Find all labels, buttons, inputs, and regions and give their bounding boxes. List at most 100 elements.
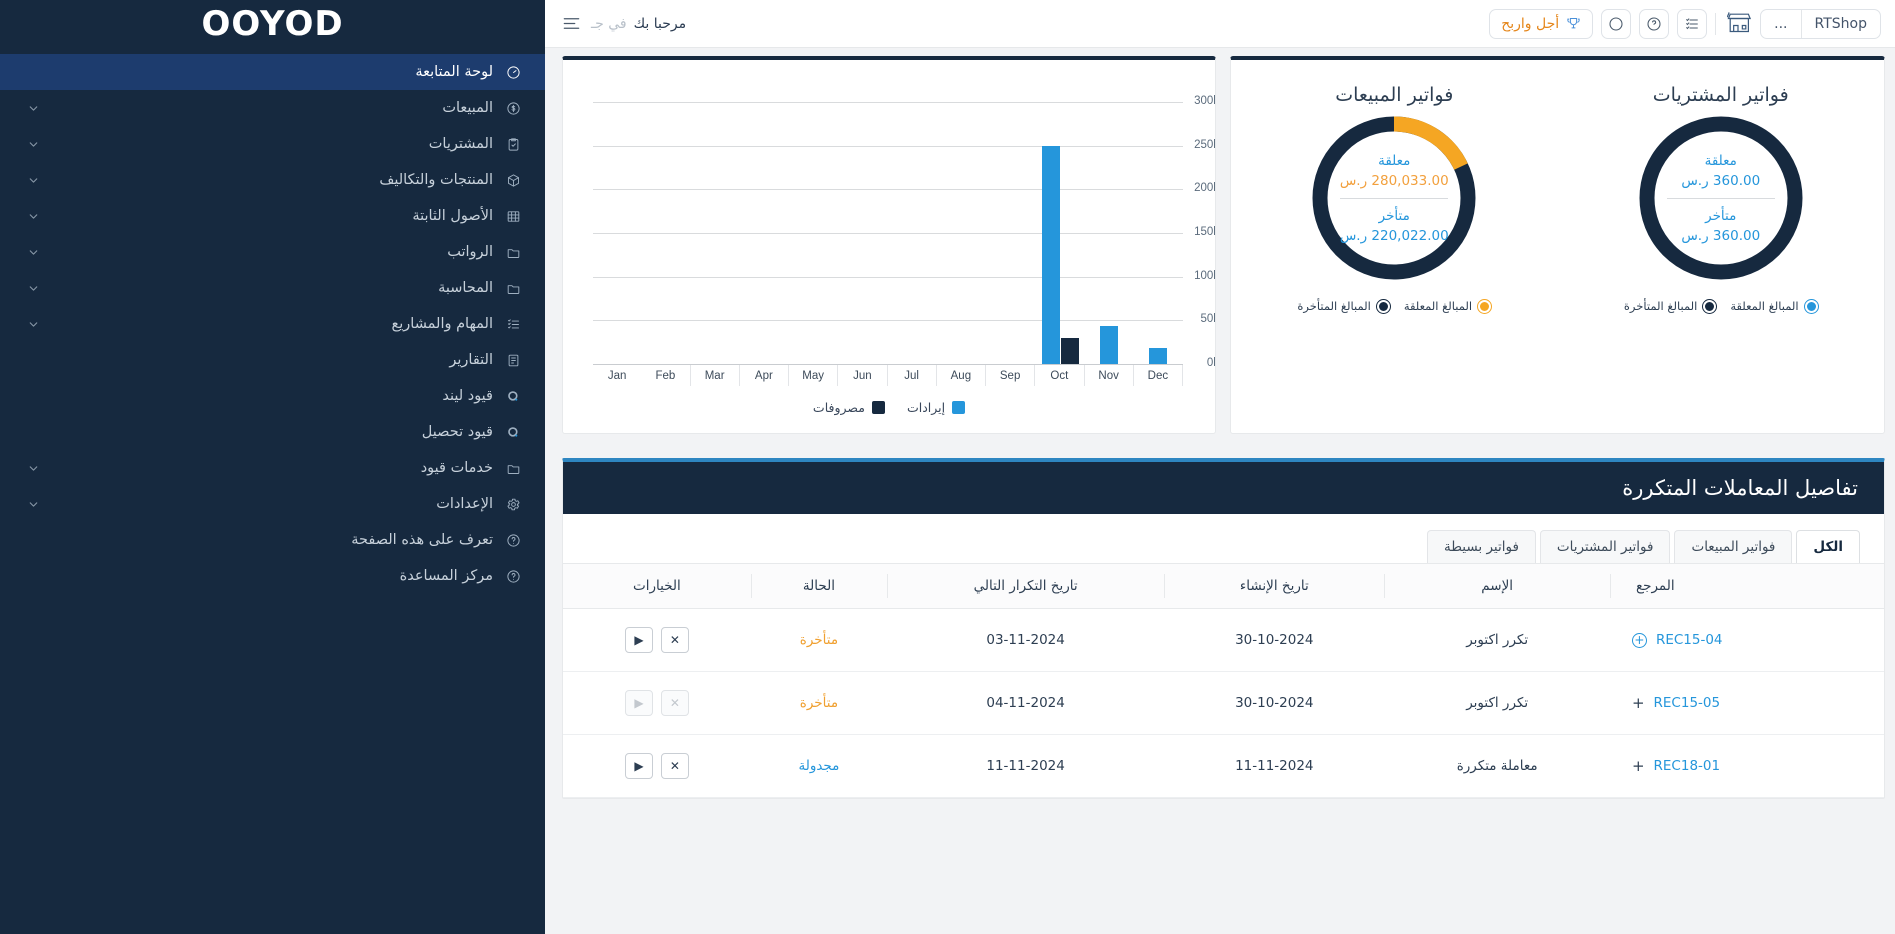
table-column-header: الخيارات bbox=[563, 563, 751, 609]
reference-link[interactable]: REC15-05 bbox=[1653, 695, 1721, 711]
plus-icon[interactable]: + bbox=[1631, 694, 1645, 712]
store-icon[interactable] bbox=[1724, 9, 1752, 39]
sidebar-item-label: المهام والمشاريع bbox=[391, 316, 493, 332]
brand-logo[interactable]: OOYOD bbox=[0, 0, 545, 48]
table-column-header: المرجع bbox=[1609, 563, 1884, 609]
sidebar-item-3[interactable]: المنتجات والتكاليف bbox=[0, 162, 545, 198]
tab-0[interactable]: الكل bbox=[1796, 530, 1860, 563]
chevron-down-icon[interactable] bbox=[26, 245, 40, 259]
chevron-down-icon[interactable] bbox=[26, 137, 40, 151]
sidebar-item-4[interactable]: الأصول الثابتة bbox=[0, 198, 545, 234]
chart-bar-group bbox=[642, 102, 691, 364]
chart-legend-item[interactable]: إيرادات bbox=[907, 400, 966, 415]
donut-legend-item[interactable]: المبالغ المعلقة bbox=[1403, 299, 1492, 313]
run-button[interactable]: ▶ bbox=[624, 753, 653, 779]
chart-bar-revenue[interactable] bbox=[1100, 325, 1119, 364]
company-more-button[interactable]: ... bbox=[1761, 9, 1802, 38]
radio-icon[interactable] bbox=[1703, 299, 1717, 313]
recurring-transactions-panel: تفاصيل المعاملات المتكررة الكل فواتير الم… bbox=[562, 458, 1885, 799]
radio-icon[interactable] bbox=[1376, 299, 1390, 313]
cell-next-date: 11-11-2024 bbox=[887, 734, 1165, 798]
cancel-button[interactable]: ✕ bbox=[660, 690, 689, 716]
sidebar-item-1[interactable]: المبيعات bbox=[0, 90, 545, 126]
topbar-divider bbox=[1715, 12, 1717, 35]
folder-icon bbox=[503, 461, 523, 476]
chevron-down-icon[interactable] bbox=[26, 497, 40, 511]
cancel-button[interactable]: ✕ bbox=[660, 627, 689, 653]
chart-bar-group bbox=[740, 102, 789, 364]
chat-button[interactable] bbox=[1601, 8, 1632, 39]
table-row: + REC15-05 تكرر اكتوبر 30-10-2024 04-11-2024… bbox=[563, 671, 1884, 735]
plus-icon[interactable]: + bbox=[1631, 757, 1645, 775]
chart-bar-group bbox=[986, 102, 1035, 364]
sidebar-item-12[interactable]: الإعدادات bbox=[0, 486, 545, 522]
chevron-down-icon[interactable] bbox=[26, 461, 40, 475]
company-switcher[interactable]: RTShop ... bbox=[1760, 8, 1881, 39]
promo-button[interactable]: أجل واربح bbox=[1489, 8, 1594, 39]
welcome-company: في جـ bbox=[591, 15, 627, 32]
chart-bar-group bbox=[790, 102, 839, 364]
donut-title: فواتير المشتريات bbox=[1652, 84, 1789, 106]
sidebar-item-5[interactable]: الرواتب bbox=[0, 234, 545, 270]
folder-icon bbox=[503, 245, 523, 260]
plus-circle-icon[interactable]: + bbox=[1631, 632, 1647, 648]
chevron-down-icon[interactable] bbox=[26, 317, 40, 331]
chart-bar-revenue[interactable] bbox=[1041, 145, 1060, 364]
sidebar-item-11[interactable]: خدمات قيود bbox=[0, 450, 545, 486]
reference-link[interactable]: REC15-04 bbox=[1655, 632, 1723, 648]
donut-center: معلقة 360.00 ر.س متأخر 360.00 ر.س bbox=[1637, 114, 1805, 282]
donut-legend-item[interactable]: المبالغ المتأخرة bbox=[1624, 299, 1717, 313]
cell-created-date: 30-10-2024 bbox=[1164, 671, 1385, 735]
donut-legend-item[interactable]: المبالغ المعلقة bbox=[1730, 299, 1818, 313]
sidebar-item-0[interactable]: لوحة المتابعة bbox=[0, 54, 545, 90]
help-button[interactable] bbox=[1639, 8, 1670, 39]
sidebar-item-7[interactable]: المهام والمشاريع bbox=[0, 306, 545, 342]
chart-bar-group bbox=[593, 102, 642, 364]
donut-legend-item[interactable]: المبالغ المتأخرة bbox=[1297, 299, 1390, 313]
cards-row: فواتير المشتريات معلقة 360.00 ر.س متأخر 360.… bbox=[545, 48, 1895, 434]
chevron-down-icon[interactable] bbox=[26, 209, 40, 223]
radio-icon[interactable] bbox=[1804, 299, 1818, 313]
tab-1[interactable]: فواتير المبيعات bbox=[1674, 530, 1793, 563]
cell-created-date: 30-10-2024 bbox=[1164, 608, 1385, 672]
donut-pending-label: معلقة bbox=[1378, 152, 1411, 169]
radio-icon[interactable] bbox=[1478, 299, 1492, 313]
chart-legend-item[interactable]: مصروفات bbox=[813, 400, 885, 415]
menu-toggle-icon[interactable] bbox=[559, 12, 583, 36]
status-badge: مجدولة bbox=[798, 758, 840, 774]
legend-swatch bbox=[952, 401, 966, 414]
run-button[interactable]: ▶ bbox=[624, 627, 653, 653]
sidebar-item-10[interactable]: قيود تحصيل bbox=[0, 414, 545, 450]
chevron-down-icon[interactable] bbox=[26, 101, 40, 115]
folder-icon bbox=[503, 281, 523, 296]
chevron-down-icon[interactable] bbox=[26, 281, 40, 295]
run-button[interactable]: ▶ bbox=[624, 690, 653, 716]
chart-bar-group bbox=[888, 102, 937, 364]
bar-chart: 300k 250k 200k 150k 100k 50k 0k DecNovOctSepAu… bbox=[563, 60, 1215, 433]
invoices-donut-card: فواتير المشتريات معلقة 360.00 ر.س متأخر 360.… bbox=[1230, 56, 1885, 434]
chart-bar-expenses[interactable] bbox=[1060, 337, 1079, 364]
donut-legend-label: المبالغ المعلقة bbox=[1403, 299, 1473, 313]
sidebar-item-13[interactable]: تعرف على هذه الصفحة bbox=[0, 522, 545, 558]
cancel-button[interactable]: ✕ bbox=[660, 753, 689, 779]
table-row: + REC18-01 معاملة متكررة 11-11-2024 11-11-20… bbox=[563, 734, 1884, 798]
sidebar-item-9[interactable]: قيود ليند bbox=[0, 378, 545, 414]
tasks-button[interactable] bbox=[1677, 8, 1708, 39]
chart-bar-group bbox=[1085, 102, 1134, 364]
chevron-down-icon[interactable] bbox=[26, 173, 40, 187]
donut-late-value: 360.00 ر.س bbox=[1681, 227, 1761, 244]
sidebar-item-2[interactable]: المشتريات bbox=[0, 126, 545, 162]
tab-3[interactable]: فواتير بسيطة bbox=[1426, 530, 1536, 563]
sidebar-item-label: المحاسبة bbox=[438, 280, 493, 296]
reference-link[interactable]: REC18-01 bbox=[1653, 758, 1721, 774]
cell-status: متأخرة bbox=[750, 671, 888, 735]
sidebar-item-14[interactable]: مركز المساعدة bbox=[0, 558, 545, 594]
tab-2[interactable]: فواتير المشتريات bbox=[1539, 530, 1671, 563]
sidebar-item-6[interactable]: المحاسبة bbox=[0, 270, 545, 306]
report-icon bbox=[503, 353, 523, 368]
company-name[interactable]: RTShop bbox=[1814, 15, 1867, 32]
chart-bar-revenue[interactable] bbox=[1149, 348, 1168, 364]
chat-icon bbox=[1609, 16, 1623, 31]
table-head: المرجع الإسم تاريخ الإنشاء تاريخ التكرار ال… bbox=[563, 563, 1884, 609]
sidebar-item-8[interactable]: التقارير bbox=[0, 342, 545, 378]
